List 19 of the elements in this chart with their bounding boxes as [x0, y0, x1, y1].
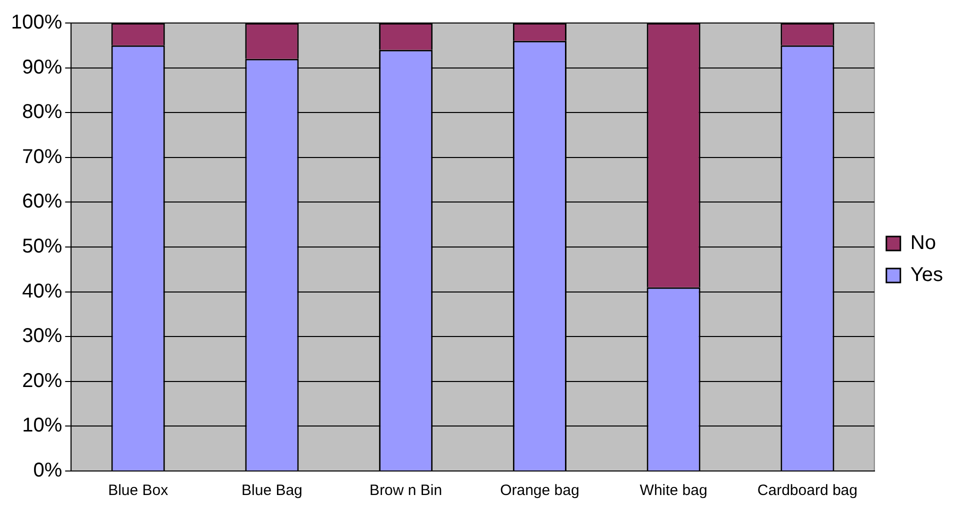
x-tick-label: Cardboard bag: [757, 482, 858, 500]
x-tick-label: Brow n Bin: [370, 482, 442, 500]
y-tick-label: 90%: [22, 56, 62, 78]
y-tick-label: 30%: [22, 325, 62, 348]
legend-label: No: [910, 232, 936, 254]
y-tick-label: 20%: [22, 370, 62, 392]
y-tick-label: 50%: [22, 236, 62, 258]
y-tick-label: 10%: [22, 414, 62, 437]
y-tick-label: 40%: [22, 280, 62, 302]
y-tick-label: 0%: [33, 460, 62, 482]
x-tick-label: Blue Bag: [242, 482, 302, 500]
x-tick-label: White bag: [640, 482, 708, 500]
x-tick-label: Blue Box: [108, 482, 169, 500]
y-tick-label: 80%: [22, 101, 62, 124]
y-tick-label: 100%: [10, 12, 62, 34]
y-tick-label: 60%: [22, 190, 62, 213]
legend-label: Yes: [910, 264, 944, 286]
y-tick-label: 70%: [22, 146, 62, 168]
x-tick-label: Orange bag: [500, 482, 580, 500]
